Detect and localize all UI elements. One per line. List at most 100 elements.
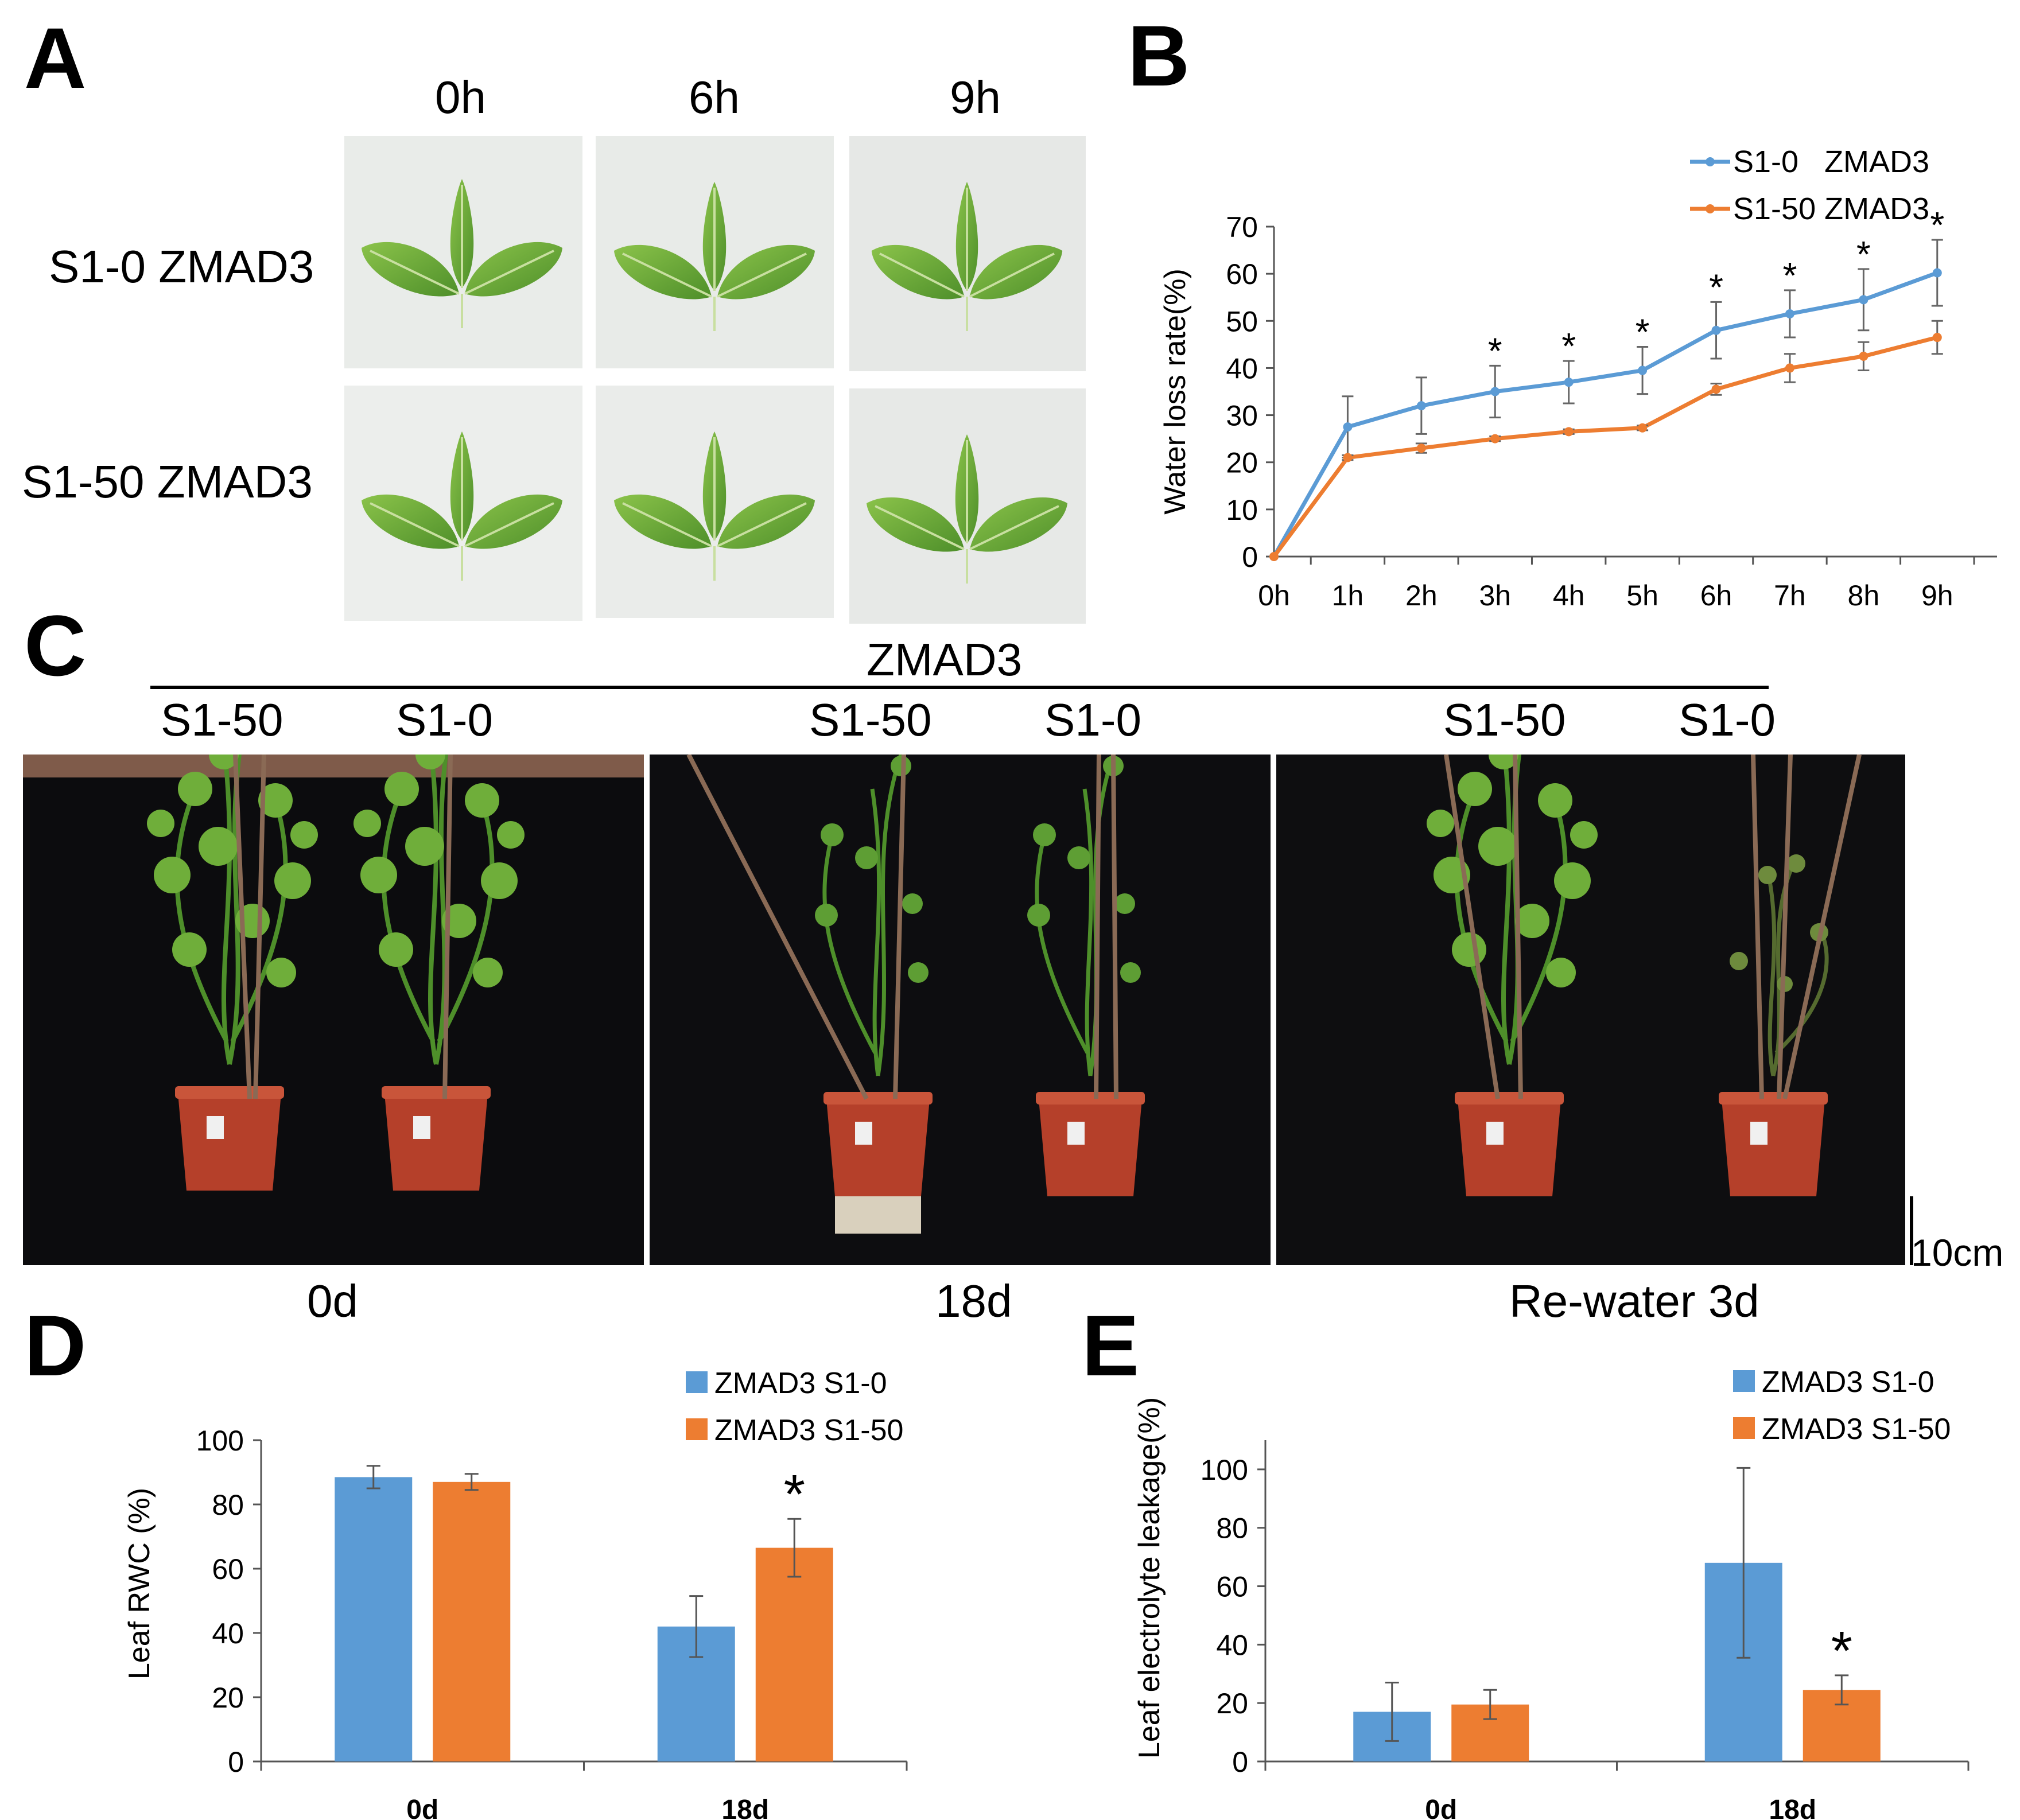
y-tick-label: 80 [1216,1512,1248,1545]
significance-marker: * [1709,266,1723,308]
legend-swatch [1733,1370,1755,1392]
scale-bar [1910,1196,1913,1265]
data-point [1859,351,1868,361]
y-tick-label: 30 [1226,400,1258,432]
data-point [1343,422,1353,432]
bar [433,1481,511,1761]
x-tick-label: 7h [1774,580,1806,612]
x-tick-label: 2h [1405,580,1438,612]
leaf-photo-grid [344,136,1086,624]
y-tick-label: 70 [1226,211,1258,243]
x-tick-label: 18d [1769,1795,1816,1820]
data-point [1638,365,1648,375]
y-tick-label: 50 [1226,305,1258,337]
y-tick-label: 20 [1216,1687,1248,1720]
data-point [1490,434,1500,444]
column-label-0h: 0h [435,72,486,123]
y-axis-label: Water loss rate(%) [1159,269,1192,515]
legend-marker [1706,204,1715,213]
plant-label: S1-50 [161,694,283,745]
panel-letter-b: B [1128,7,1190,104]
time-label-rewater: Re-water 3d [1509,1275,1759,1327]
data-point [1416,444,1426,453]
legend-marker [1706,157,1715,166]
legend-swatch [686,1371,708,1393]
column-label-6h: 6h [689,72,740,123]
panel-letter-e: E [1082,1297,1140,1394]
data-point [1785,309,1794,318]
group-label-zmad3: ZMAD3 [867,634,1023,685]
series-line-0 [1272,271,1938,558]
y-tick-label: 20 [1226,447,1258,479]
panel-letter-c: C [24,597,87,694]
data-point [1932,268,1942,278]
significance-marker: * [1831,1620,1852,1682]
legend-label: S1-0 ZMAD3 [1733,145,1929,179]
x-tick-label: 8h [1848,580,1880,612]
plant-photo-strip [23,755,1905,1265]
legend-label: ZMAD3 S1-0 [714,1367,887,1400]
significance-marker: * [1856,234,1871,275]
legend-swatch [1733,1417,1755,1439]
y-tick-label: 40 [212,1617,244,1650]
plant-label: S1-0 [396,694,493,745]
data-point [1638,423,1648,433]
chart-water-loss: 0 10 20 30 40 50 60 70 0h 1h 2h 3h 4h 5h 6h 7h 8h 9h Water… [1159,145,1997,612]
y-tick-label: 80 [212,1489,244,1521]
y-tick-label: 60 [1216,1571,1248,1603]
chart-electrolyte-leakage: 0 20 40 60 80 100 0d 18d * Leaf electrolyte leaka… [1133,1366,1970,1820]
x-tick-label: 9h [1921,580,1953,612]
data-point [1932,333,1942,343]
panel-letter-a: A [24,10,87,106]
x-tick-label: 18d [721,1795,769,1820]
legend-swatch [686,1418,708,1440]
y-tick-label: 60 [1226,258,1258,290]
data-point [1785,363,1794,373]
x-tick-label: 3h [1479,580,1511,612]
x-tick-label: 0d [1425,1795,1457,1820]
legend-label: ZMAD3 S1-0 [1762,1366,1934,1399]
x-tick-label: 5h [1626,580,1658,612]
y-tick-label: 40 [1216,1629,1248,1661]
legend-label: S1-50 ZMAD3 [1733,192,1929,226]
data-point [1859,295,1868,305]
group-bracket-line [150,686,1769,689]
legend-label: ZMAD3 S1-50 [1762,1413,1951,1446]
data-point [1269,552,1279,561]
significance-marker: * [1636,311,1650,352]
data-point [1711,325,1721,335]
time-label-0d: 0d [307,1275,358,1327]
data-point [1564,378,1574,387]
y-axis-label: Leaf RWC (%) [123,1488,156,1679]
x-tick-label: 6h [1700,580,1732,612]
x-tick-label: 1h [1332,580,1364,612]
plant-label: S1-50 [1443,694,1566,745]
y-tick-label: 10 [1226,494,1258,526]
series-line-1 [1272,335,1938,558]
data-point [1711,384,1721,394]
bar [335,1477,413,1761]
x-tick-label: 0d [406,1795,438,1820]
data-point [1416,401,1426,411]
significance-marker: * [1561,325,1576,367]
significance-marker: * [784,1464,805,1525]
legend-label: ZMAD3 S1-50 [714,1414,903,1447]
column-label-9h: 9h [950,72,1001,123]
y-axis-label: Leaf electrolyte leakage(%) [1133,1397,1166,1759]
significance-marker: * [1930,204,1944,246]
y-tick-label: 40 [1226,352,1258,384]
y-tick-label: 0 [228,1746,244,1778]
y-tick-label: 0 [1232,1746,1248,1778]
significance-marker: * [1782,255,1797,296]
chart-leaf-rwc: 0 20 40 60 80 100 0d 18d * Leaf RWC (%) ZMAD3 S1-0… [123,1367,908,1820]
y-tick-label: 60 [212,1553,244,1585]
x-tick-label: 4h [1553,580,1585,612]
row-label-s1-50: S1-50 ZMAD3 [22,456,313,507]
y-tick-label: 0 [1242,541,1258,573]
plant-label: S1-0 [1044,694,1141,745]
y-tick-label: 100 [196,1425,244,1457]
significance-marker: * [1488,330,1502,371]
plant-label: S1-0 [1679,694,1776,745]
data-point [1343,453,1353,462]
data-point [1490,387,1500,396]
